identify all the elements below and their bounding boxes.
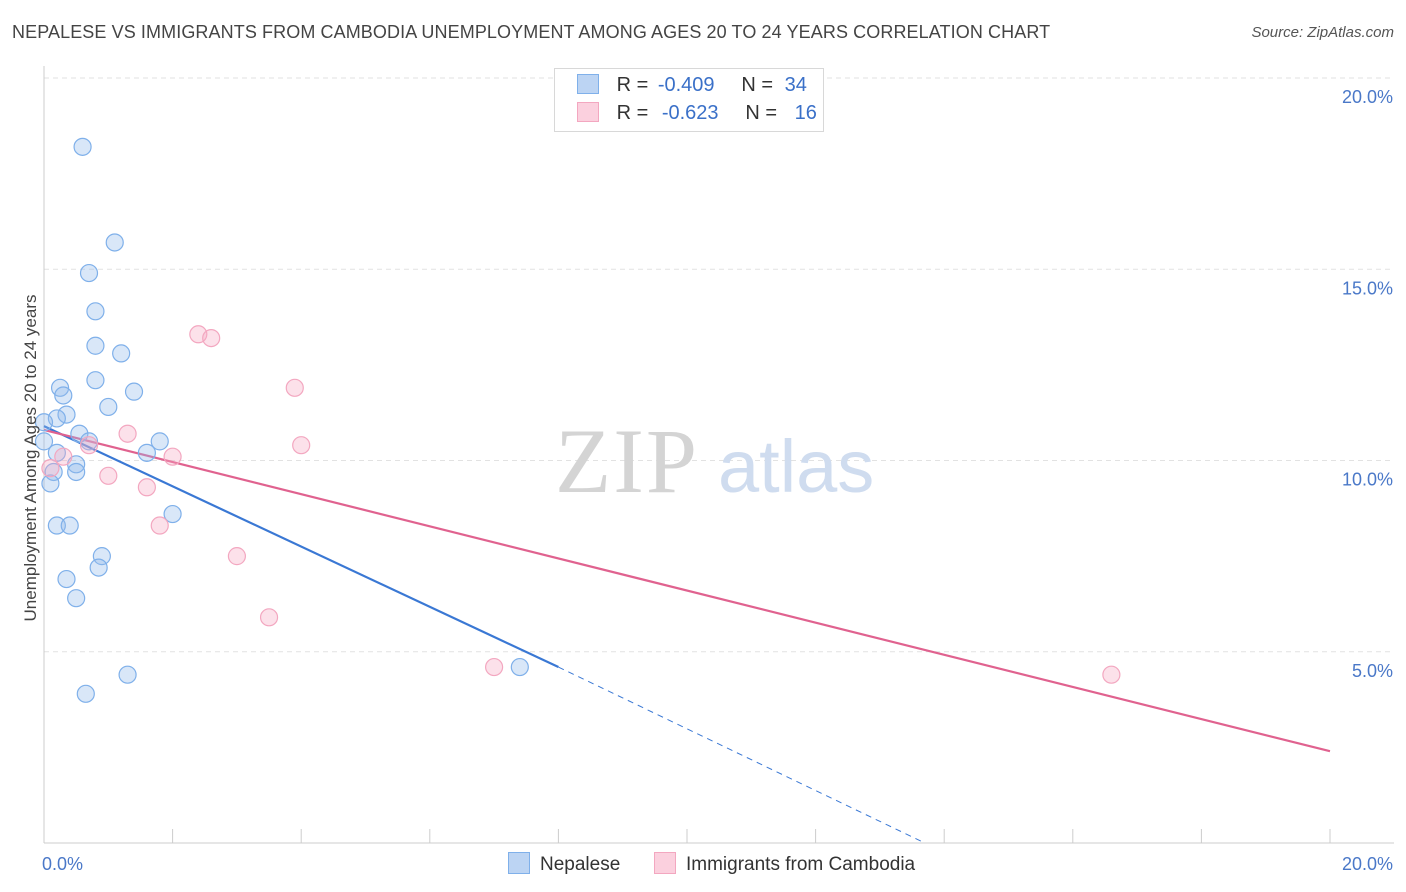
tick-labels: 5.0% 10.0% 15.0% 20.0% 0.0% 20.0% — [42, 87, 1393, 874]
source-credit: Source: ZipAtlas.com — [1251, 24, 1394, 41]
legend-label-nepalese: Nepalese — [540, 854, 621, 875]
data-point-nepalese — [60, 516, 79, 535]
trend-lines — [43, 425, 1331, 844]
data-point-nepalese — [112, 344, 131, 363]
data-point-nepalese — [163, 504, 182, 524]
data-point-cambodia — [485, 657, 504, 677]
nepalese-n-value: 34 — [784, 74, 807, 96]
legend-swatch-nepalese — [508, 852, 530, 874]
data-point-cambodia — [118, 424, 137, 443]
data-point-nepalese — [86, 371, 105, 390]
data-point-cambodia — [259, 608, 279, 627]
data-point-cambodia — [99, 466, 118, 485]
trend-line-nepalese — [43, 425, 559, 669]
data-point-nepalese — [99, 397, 118, 417]
legend-row-nepalese: R = -0.409 N = 34 — [577, 74, 807, 100]
cambodia-n-value: 16 — [794, 102, 817, 124]
y-axis-label: Unemployment Among Ages 20 to 24 years — [21, 295, 40, 622]
data-point-nepalese — [76, 684, 95, 703]
data-point-nepalese — [79, 432, 99, 451]
data-point-nepalese — [86, 336, 105, 355]
data-point-cambodia — [137, 478, 156, 497]
data-point-nepalese — [92, 547, 111, 566]
data-point-cambodia — [1102, 665, 1121, 684]
data-point-nepalese — [34, 413, 54, 432]
data-point-nepalese — [41, 474, 60, 493]
legend-swatch-cambodia — [654, 852, 676, 874]
data-point-cambodia — [54, 447, 73, 466]
legend-row-cambodia: R = -0.623 N = 16 — [577, 102, 817, 128]
data-point-cambodia — [227, 547, 246, 566]
watermark-zip: ZIP — [555, 410, 699, 512]
data-point-nepalese — [510, 657, 529, 677]
chart-title: NEPALESE VS IMMIGRANTS FROM CAMBODIA UNE… — [12, 22, 1051, 42]
y-tick-label: 5.0% — [1352, 661, 1393, 681]
data-point-nepalese — [67, 589, 86, 608]
y-tick-label: 10.0% — [1342, 470, 1393, 490]
data-point-nepalese — [105, 233, 124, 252]
data-point-nepalese — [79, 263, 99, 283]
data-point-nepalese — [57, 569, 76, 589]
x-tick-label: 0.0% — [42, 854, 83, 874]
data-point-nepalese — [118, 665, 137, 684]
data-point-nepalese — [137, 443, 156, 462]
data-point-cambodia — [202, 329, 221, 348]
legend-label-cambodia: Immigrants from Cambodia — [686, 854, 916, 875]
cambodia-swatch — [577, 102, 599, 122]
data-point-nepalese — [150, 432, 169, 451]
y-tick-label: 20.0% — [1342, 87, 1393, 107]
data-point-nepalese — [86, 302, 105, 321]
trend-extension-nepalese — [558, 666, 926, 844]
data-point-nepalese — [67, 462, 86, 482]
data-point-cambodia — [292, 436, 311, 455]
x-tick-label: 20.0% — [1342, 854, 1393, 874]
data-points — [34, 137, 1121, 703]
stats-legend: R = -0.409 N = 34 R = -0.623 N = 16 — [554, 68, 824, 132]
y-tick-label: 15.0% — [1342, 278, 1393, 298]
data-point-cambodia — [41, 459, 60, 478]
nepalese-r-value: -0.409 — [657, 74, 715, 96]
legend-item-cambodia: Immigrants from Cambodia — [654, 852, 915, 876]
data-point-nepalese — [57, 405, 76, 424]
data-point-nepalese — [54, 386, 73, 405]
data-point-nepalese — [89, 558, 108, 577]
data-point-nepalese — [47, 516, 66, 535]
data-point-cambodia — [285, 378, 304, 397]
data-point-nepalese — [73, 137, 92, 156]
data-point-nepalese — [124, 382, 144, 401]
legend-item-nepalese: Nepalese — [508, 852, 620, 876]
gridlines — [44, 77, 1394, 653]
watermark-atlas: atlas — [718, 425, 874, 508]
data-point-cambodia — [150, 516, 169, 535]
nepalese-swatch — [577, 74, 599, 94]
data-point-cambodia — [79, 436, 99, 455]
axes — [43, 66, 1394, 844]
cambodia-r-value: -0.623 — [661, 102, 719, 124]
data-point-cambodia — [163, 447, 182, 466]
data-point-nepalese — [34, 432, 54, 451]
trend-line-cambodia — [43, 428, 1331, 753]
